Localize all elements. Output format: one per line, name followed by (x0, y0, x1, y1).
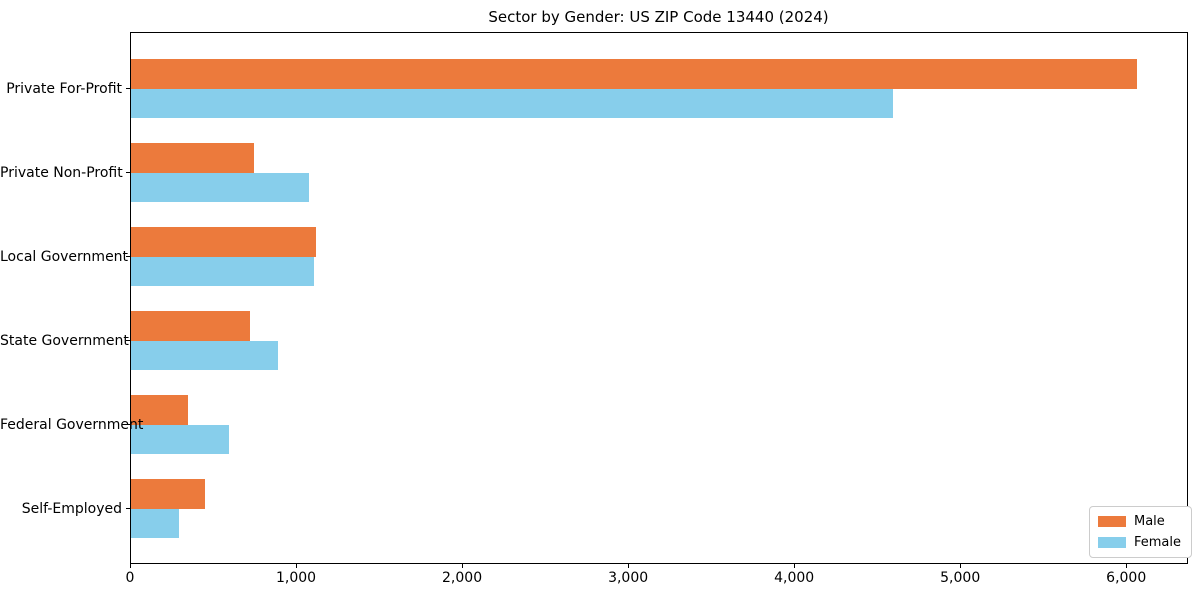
x-tick-mark (130, 564, 131, 568)
y-tick-mark (126, 507, 130, 509)
y-tick-label: Private Non-Profit (0, 164, 123, 181)
chart-title: Sector by Gender: US ZIP Code 13440 (202… (488, 8, 829, 26)
y-tick-label: State Government (0, 332, 129, 349)
y-tick-label: Self-Employed (21, 500, 122, 517)
bar-female-3 (131, 340, 278, 371)
bar-male-5 (131, 479, 205, 509)
y-tick-mark (126, 423, 130, 425)
x-tick-mark (296, 564, 298, 568)
y-tick-mark (126, 255, 130, 257)
bar-male-4 (131, 395, 189, 425)
y-tick-label: Local Government (0, 248, 129, 265)
y-tick-label: Federal Government (0, 416, 144, 433)
x-tick-label: 3,000 (608, 570, 649, 586)
bar-female-4 (131, 424, 229, 455)
x-tick-label: 5,000 (940, 570, 981, 586)
plot-area (130, 32, 1188, 564)
x-tick-label: 6,000 (1106, 570, 1147, 586)
bar-female-1 (131, 172, 309, 203)
legend-row-male: Male (1098, 514, 1181, 529)
x-tick-mark (960, 564, 962, 568)
female-legend-swatch (1098, 537, 1126, 548)
x-tick-mark (462, 564, 464, 568)
x-tick-mark (794, 564, 796, 568)
male-legend-label: Male (1134, 514, 1165, 529)
y-tick-mark (126, 87, 130, 89)
bar-female-2 (131, 256, 315, 287)
bar-female-5 (131, 508, 180, 539)
bar-male-2 (131, 227, 317, 257)
bar-male-0 (131, 59, 1137, 89)
x-tick-label: 4,000 (774, 570, 815, 586)
x-tick-label: 0 (125, 570, 135, 586)
x-tick-mark (628, 564, 630, 568)
female-legend-label: Female (1134, 535, 1182, 550)
x-tick-mark (1126, 564, 1128, 568)
male-legend-swatch (1098, 516, 1126, 527)
y-tick-mark (126, 339, 130, 341)
y-tick-mark (126, 171, 130, 173)
y-tick-label: Private For-Profit (6, 80, 122, 97)
bar-female-0 (131, 88, 894, 119)
x-tick-label: 2,000 (442, 570, 483, 586)
bar-male-3 (131, 311, 250, 341)
legend-row-female: Female (1098, 535, 1181, 550)
bar-male-1 (131, 143, 254, 173)
x-tick-label: 1,000 (275, 570, 317, 586)
legend: Male Female (1089, 506, 1193, 558)
